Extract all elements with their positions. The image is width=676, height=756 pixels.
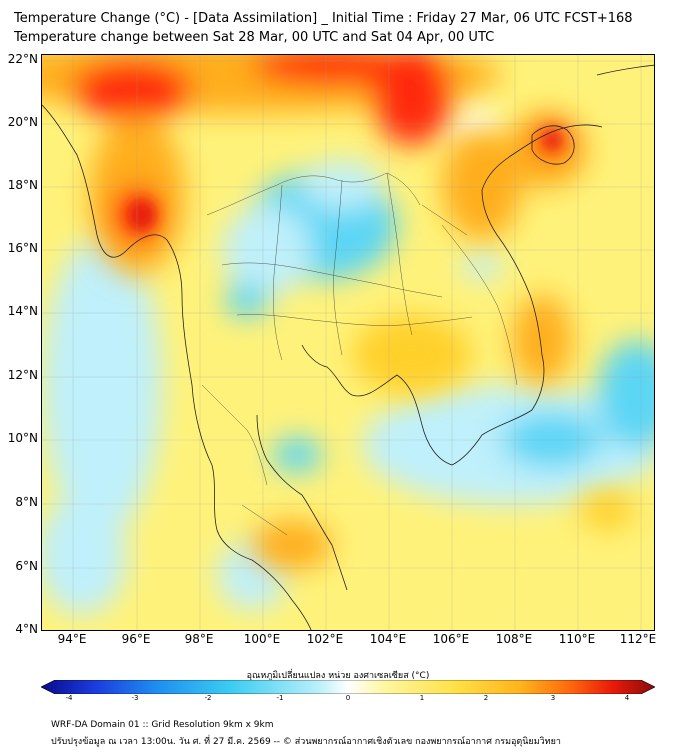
model-info: WRF-DA Domain 01 :: Grid Resolution 9km … [51, 720, 274, 730]
colorbar-tick-minus2: -2 [204, 694, 212, 702]
lon-label-110e: 110°E [558, 632, 596, 646]
update-credit: ปรับปรุงข้อมูล ณ เวลา 13:00น. วัน ศ. ที่… [51, 737, 561, 747]
lat-label-8n: 8°N [15, 495, 38, 509]
coastlines [42, 64, 654, 630]
lat-label-6n: 6°N [15, 559, 38, 573]
lon-label-98e: 98°E [184, 632, 214, 646]
colorbar-tick-4: 4 [624, 694, 630, 702]
lat-label-10n: 10°N [7, 431, 38, 445]
lon-label-108e: 108°E [495, 632, 533, 646]
temperature-field-map [42, 55, 654, 630]
lat-label-12n: 12°N [7, 368, 38, 382]
lon-label-104e: 104°E [369, 632, 407, 646]
lon-label-112e: 112°E [619, 632, 657, 646]
colorbar-tick-minus1: -1 [276, 694, 284, 702]
lon-label-100e: 100°E [243, 632, 281, 646]
colorbar-tick-minus4: -4 [65, 694, 73, 702]
lat-label-4n: 4°N [15, 622, 38, 636]
lon-label-106e: 106°E [432, 632, 470, 646]
map-subtitle: Temperature change between Sat 28 Mar, 0… [14, 30, 495, 45]
colorbar-tick-0: 0 [345, 694, 351, 702]
colorbar-label: อุณหภูมิเปลี่ยนแปลง หน่วย องศาเซลเซียส (… [246, 671, 430, 681]
lat-label-18n: 18°N [7, 178, 38, 192]
lat-label-14n: 14°N [7, 304, 38, 318]
lat-label-20n: 20°N [7, 115, 38, 129]
map-title: Temperature Change (°C) - [Data Assimila… [14, 11, 633, 26]
colorbar-tick-2: 2 [483, 694, 489, 702]
lon-label-102e: 102°E [306, 632, 344, 646]
lon-label-94e: 94°E [57, 632, 87, 646]
field-warm-areas [42, 55, 635, 570]
colorbar-gradient [41, 680, 655, 694]
colorbar-tick-1: 1 [419, 694, 425, 702]
colorbar-tick-minus3: -3 [131, 694, 139, 702]
lat-label-22n: 22°N [7, 52, 38, 66]
colorbar-tick-3: 3 [550, 694, 556, 702]
colorbar [41, 680, 655, 694]
lat-label-16n: 16°N [7, 241, 38, 255]
lon-label-96e: 96°E [121, 632, 151, 646]
province-borders [201, 172, 518, 536]
map-panel [41, 54, 655, 631]
